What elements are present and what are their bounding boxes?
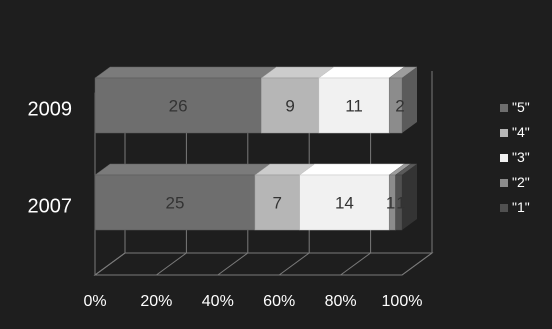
legend-swatch — [500, 204, 508, 212]
legend-label: "3" — [512, 149, 530, 165]
data-label: 11 — [345, 97, 363, 116]
x-tick-label: 0% — [83, 293, 106, 310]
floor-gridline — [278, 252, 310, 276]
bar-top — [298, 163, 405, 176]
bar-side — [402, 67, 417, 133]
floor-gridline — [340, 252, 371, 276]
data-label: 7 — [273, 194, 282, 213]
floor-gridline — [217, 252, 249, 276]
category-label: 2009 — [28, 99, 73, 121]
plot-floor — [93, 252, 434, 276]
legend-swatch — [500, 129, 508, 137]
data-label: 26 — [169, 97, 188, 116]
legend-label: "5" — [512, 99, 530, 115]
data-label: 1 — [396, 194, 405, 213]
legend-label: "1" — [512, 199, 530, 215]
legend-label: "2" — [512, 174, 530, 190]
x-tick-label: 20% — [140, 293, 172, 310]
bar-segment — [254, 174, 300, 231]
data-label: 14 — [335, 194, 354, 213]
x-tick-label: 60% — [263, 293, 295, 310]
bar-top — [94, 163, 271, 176]
legend-swatch — [500, 154, 508, 162]
bar-segment — [94, 77, 262, 134]
bar-top — [94, 66, 278, 79]
x-tick-label: 40% — [202, 293, 234, 310]
data-label: 9 — [285, 97, 294, 116]
bar-segment — [94, 174, 256, 231]
x-tick-label: 80% — [325, 293, 357, 310]
floor-gridline — [94, 252, 126, 276]
data-label: 1 — [386, 194, 395, 213]
floor-gridline — [156, 252, 187, 276]
legend-swatch — [500, 179, 508, 187]
x-tick-label: 100% — [382, 293, 423, 310]
data-label: 25 — [165, 194, 184, 213]
category-label: 2007 — [28, 196, 73, 218]
legend-label: "4" — [512, 124, 530, 140]
floor-gridline — [401, 252, 433, 276]
data-label: 2 — [395, 97, 404, 116]
bar-side — [402, 164, 417, 230]
legend-swatch — [500, 104, 508, 112]
